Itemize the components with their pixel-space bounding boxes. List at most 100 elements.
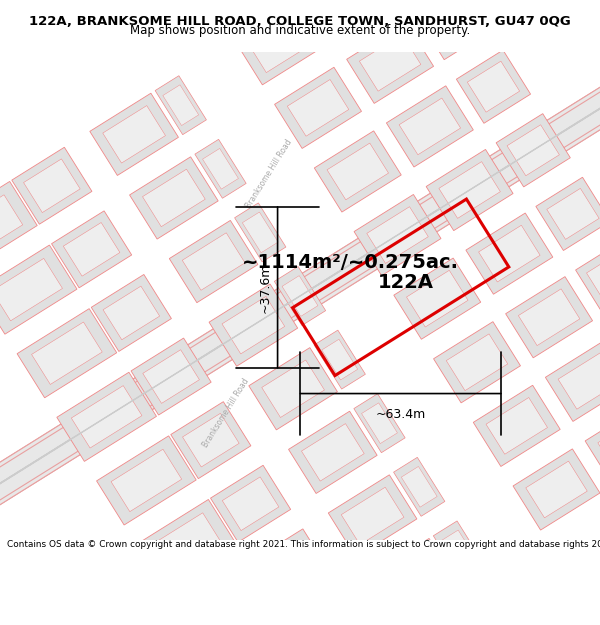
Polygon shape — [307, 0, 394, 40]
Polygon shape — [0, 44, 600, 625]
Polygon shape — [426, 149, 513, 231]
Polygon shape — [289, 411, 377, 494]
Polygon shape — [0, 258, 62, 321]
Polygon shape — [359, 34, 421, 91]
Polygon shape — [287, 79, 349, 136]
Polygon shape — [466, 213, 553, 294]
Polygon shape — [381, 551, 443, 608]
Polygon shape — [322, 339, 358, 380]
Polygon shape — [441, 530, 477, 571]
Polygon shape — [341, 488, 404, 544]
Polygon shape — [71, 386, 142, 448]
Polygon shape — [302, 604, 358, 625]
Polygon shape — [518, 289, 580, 346]
Polygon shape — [0, 0, 600, 594]
Polygon shape — [103, 106, 166, 163]
Text: ~63.4m: ~63.4m — [376, 408, 426, 421]
Polygon shape — [235, 4, 322, 85]
Polygon shape — [23, 159, 80, 212]
Polygon shape — [545, 340, 600, 421]
Polygon shape — [130, 157, 218, 239]
Polygon shape — [536, 177, 600, 251]
Polygon shape — [176, 563, 275, 625]
Polygon shape — [248, 16, 309, 72]
Polygon shape — [262, 541, 319, 594]
Polygon shape — [57, 372, 157, 461]
Text: Branksome Hill Road: Branksome Hill Road — [201, 377, 251, 449]
Text: ~37.6m: ~37.6m — [259, 262, 272, 312]
Polygon shape — [274, 266, 326, 326]
Polygon shape — [314, 330, 365, 389]
Polygon shape — [496, 114, 571, 187]
Polygon shape — [386, 86, 473, 167]
Polygon shape — [143, 350, 199, 403]
Polygon shape — [242, 212, 278, 253]
Polygon shape — [211, 465, 290, 542]
Polygon shape — [439, 162, 500, 218]
Polygon shape — [401, 466, 437, 507]
Polygon shape — [0, 0, 600, 594]
Polygon shape — [290, 592, 370, 625]
Polygon shape — [182, 233, 245, 290]
Polygon shape — [91, 274, 172, 351]
Polygon shape — [12, 148, 92, 224]
Polygon shape — [0, 195, 23, 258]
Polygon shape — [598, 416, 600, 472]
Polygon shape — [587, 252, 600, 303]
Polygon shape — [17, 309, 117, 398]
Polygon shape — [250, 529, 331, 606]
Polygon shape — [0, 0, 600, 606]
Polygon shape — [585, 404, 600, 485]
Polygon shape — [0, 181, 37, 271]
Polygon shape — [222, 477, 279, 531]
Polygon shape — [191, 576, 261, 625]
Polygon shape — [507, 125, 559, 176]
Polygon shape — [0, 29, 600, 625]
Text: Contains OS data © Crown copyright and database right 2021. This information is : Contains OS data © Crown copyright and d… — [7, 540, 600, 549]
Polygon shape — [0, 0, 600, 606]
Polygon shape — [547, 188, 599, 239]
Polygon shape — [182, 413, 239, 467]
Polygon shape — [433, 521, 485, 580]
Polygon shape — [203, 149, 238, 189]
Polygon shape — [151, 513, 221, 575]
Text: 122A: 122A — [378, 273, 434, 292]
Polygon shape — [103, 286, 160, 340]
Polygon shape — [97, 436, 196, 525]
Text: Map shows position and indicative extent of the property.: Map shows position and indicative extent… — [130, 24, 470, 38]
Polygon shape — [407, 271, 468, 327]
Polygon shape — [327, 143, 389, 200]
Polygon shape — [367, 207, 428, 263]
Polygon shape — [428, 0, 480, 49]
Polygon shape — [314, 131, 401, 212]
Polygon shape — [368, 538, 457, 621]
Polygon shape — [249, 348, 337, 430]
Polygon shape — [575, 241, 600, 314]
Polygon shape — [394, 458, 445, 516]
Polygon shape — [486, 398, 547, 454]
Polygon shape — [275, 68, 361, 149]
Polygon shape — [416, 0, 491, 59]
Polygon shape — [136, 499, 236, 589]
Polygon shape — [362, 403, 397, 444]
Polygon shape — [163, 85, 199, 126]
Polygon shape — [52, 211, 131, 288]
Polygon shape — [64, 222, 120, 276]
Polygon shape — [143, 169, 205, 227]
Polygon shape — [90, 93, 178, 176]
Polygon shape — [394, 258, 481, 339]
Polygon shape — [0, 44, 600, 625]
Text: ~1114m²/~0.275ac.: ~1114m²/~0.275ac. — [241, 253, 458, 271]
Polygon shape — [195, 139, 246, 198]
Polygon shape — [111, 449, 182, 512]
Polygon shape — [513, 449, 600, 530]
Polygon shape — [434, 322, 520, 403]
Polygon shape — [506, 277, 593, 358]
Polygon shape — [0, 245, 77, 334]
Polygon shape — [457, 50, 530, 123]
Polygon shape — [354, 194, 441, 276]
Polygon shape — [328, 475, 417, 557]
Polygon shape — [354, 394, 405, 452]
Polygon shape — [155, 76, 206, 134]
Text: Branksome Hill Road: Branksome Hill Road — [244, 138, 293, 210]
